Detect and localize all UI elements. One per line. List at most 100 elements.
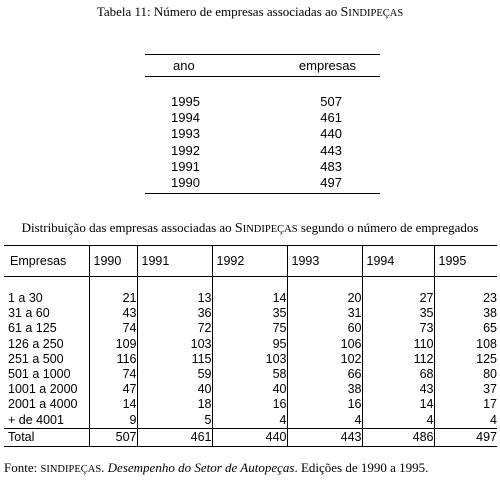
table2-size-cell: 251 a 500 <box>4 351 90 368</box>
table2-value-cell: 74 <box>89 321 138 337</box>
table2-value-cell: 125 <box>434 352 497 367</box>
table2-value: 20 <box>347 291 362 305</box>
table1-year-cell: 1995 <box>171 94 200 109</box>
table2-value: 31 <box>347 306 362 321</box>
table2-value: 5 <box>204 412 212 427</box>
table2-value-cell: 4 <box>362 412 435 429</box>
table2-value: 102 <box>340 351 362 366</box>
table2-value-cell: 116 <box>89 351 138 368</box>
table2-value: 74 <box>122 367 137 382</box>
table2-value: 38 <box>483 306 497 321</box>
table2-value-cell: 16 <box>212 397 288 413</box>
table2-value: 440 <box>265 429 287 444</box>
table1-header: ano empresas <box>145 55 380 76</box>
table1-header-rule <box>145 76 380 77</box>
table2-value-cell: 43 <box>89 306 138 322</box>
table2-value: 18 <box>197 397 212 412</box>
table1-bottom-rule <box>145 193 380 195</box>
table2-value: 47 <box>122 382 137 397</box>
table1-count-cell: 440 <box>320 126 342 142</box>
table2-size-cell: 126 a 250 <box>4 336 90 352</box>
table2-value-cell: 4 <box>434 413 497 429</box>
table2-value: 507 <box>115 429 137 444</box>
table2-row: 126 a 250 109 103 95 106 110 108 <box>4 336 497 352</box>
table1-count-cell: 483 <box>320 158 342 174</box>
table2-size-cell: Total <box>4 427 90 447</box>
table2-value-cell: 497 <box>434 427 497 447</box>
table2-value-cell: 21 <box>89 276 138 307</box>
table1-year-cell: 1994 <box>171 110 200 126</box>
table2-total-row: Total 507 461 440 443 486 497 <box>4 427 497 447</box>
table1-header-ano: ano <box>173 58 195 73</box>
table2-header-row: Empresas 1990 1991 1992 1993 1994 1995 <box>4 245 497 277</box>
table2-value: 59 <box>197 367 212 382</box>
table2-value-cell: 9 <box>89 412 138 429</box>
table2-value-cell: 38 <box>287 382 363 398</box>
table2-value-cell: 507 <box>89 427 138 447</box>
table2-value: 14 <box>122 397 137 412</box>
table2-value: 40 <box>197 382 212 397</box>
table2-size-cell: 501 a 1000 <box>4 367 90 383</box>
table2-value: 125 <box>476 351 497 366</box>
table2-value: 72 <box>197 321 212 336</box>
table2-value: 103 <box>190 336 212 351</box>
table2-value: 35 <box>419 306 434 321</box>
table2-size-cell: 1001 a 2000 <box>4 382 90 398</box>
table2-value-cell: 47 <box>89 382 138 398</box>
table1-year-cell: 1992 <box>171 142 200 158</box>
table2-value: 4 <box>426 412 434 427</box>
table2-value: 16 <box>347 397 362 412</box>
table2-value: 21 <box>122 291 137 305</box>
table2-value-cell: 35 <box>212 306 288 322</box>
table2-value: 4 <box>354 412 362 427</box>
table2-row: + de 4001 9 5 4 4 4 4 <box>4 412 497 429</box>
table2-value: 75 <box>272 321 287 336</box>
table2-value-cell: 40 <box>137 382 213 398</box>
table1-top-rule <box>145 54 380 55</box>
table1-title: Tabela 11: Número de empresas associadas… <box>96 4 404 20</box>
table2-value-cell: 17 <box>434 397 497 412</box>
table2-value: 497 <box>476 429 497 444</box>
table1-row: 1994 461 <box>145 110 380 126</box>
table2-value: 109 <box>115 336 137 351</box>
table2-value: 60 <box>347 321 362 336</box>
table2-value-cell: 74 <box>89 367 138 383</box>
table2-value: 486 <box>412 429 434 444</box>
table2-value-cell: 72 <box>137 321 213 337</box>
table2-header-1993: 1993 <box>287 245 363 277</box>
table1-row: 1995 507 <box>145 94 380 110</box>
table2-value: 106 <box>340 336 362 351</box>
table2-value-cell: 75 <box>212 321 288 337</box>
table2-value: 110 <box>413 336 434 351</box>
table2-value: 14 <box>272 291 287 305</box>
table2-value: 73 <box>419 321 434 336</box>
table2-value: 35 <box>272 306 287 321</box>
table2-size-cell: 61 a 125 <box>4 321 90 337</box>
table2-value-cell: 35 <box>362 306 435 322</box>
table2-value-cell: 20 <box>287 276 363 307</box>
table2-value: 66 <box>347 367 362 382</box>
table2-value: 95 <box>272 336 287 351</box>
table2-value-cell: 16 <box>287 397 363 413</box>
table1-count-cell: 497 <box>320 174 342 190</box>
table2-row: 1 a 30 21 13 14 20 27 23 <box>4 276 497 307</box>
table2-value-cell: 103 <box>137 336 213 352</box>
table1-count-cell: 507 <box>320 94 342 109</box>
source-org: SINDIPEÇAS <box>40 464 102 475</box>
table2-value: 40 <box>272 382 287 397</box>
table2-row: 2001 a 4000 14 18 16 16 14 17 <box>4 397 497 413</box>
table2-value: 4 <box>279 412 287 427</box>
table2-value-cell: 109 <box>89 336 138 352</box>
table2-value-cell: 65 <box>434 321 497 336</box>
table2-value-cell: 486 <box>362 427 435 447</box>
table2-value: 443 <box>340 429 362 444</box>
table2-header-empresas: Empresas <box>4 245 90 277</box>
table2-value-cell: 38 <box>434 306 497 321</box>
table2-value: 27 <box>419 291 434 305</box>
table2-value-cell: 443 <box>287 427 363 447</box>
table2-value: 68 <box>419 367 434 382</box>
table1-year-cell: 1991 <box>171 158 200 174</box>
table1-body: 1995 507 1994 461 1993 440 1992 443 1991 483 1990 4… <box>145 77 380 193</box>
table2-value: 13 <box>197 291 212 305</box>
table2-value-cell: 108 <box>434 337 497 352</box>
